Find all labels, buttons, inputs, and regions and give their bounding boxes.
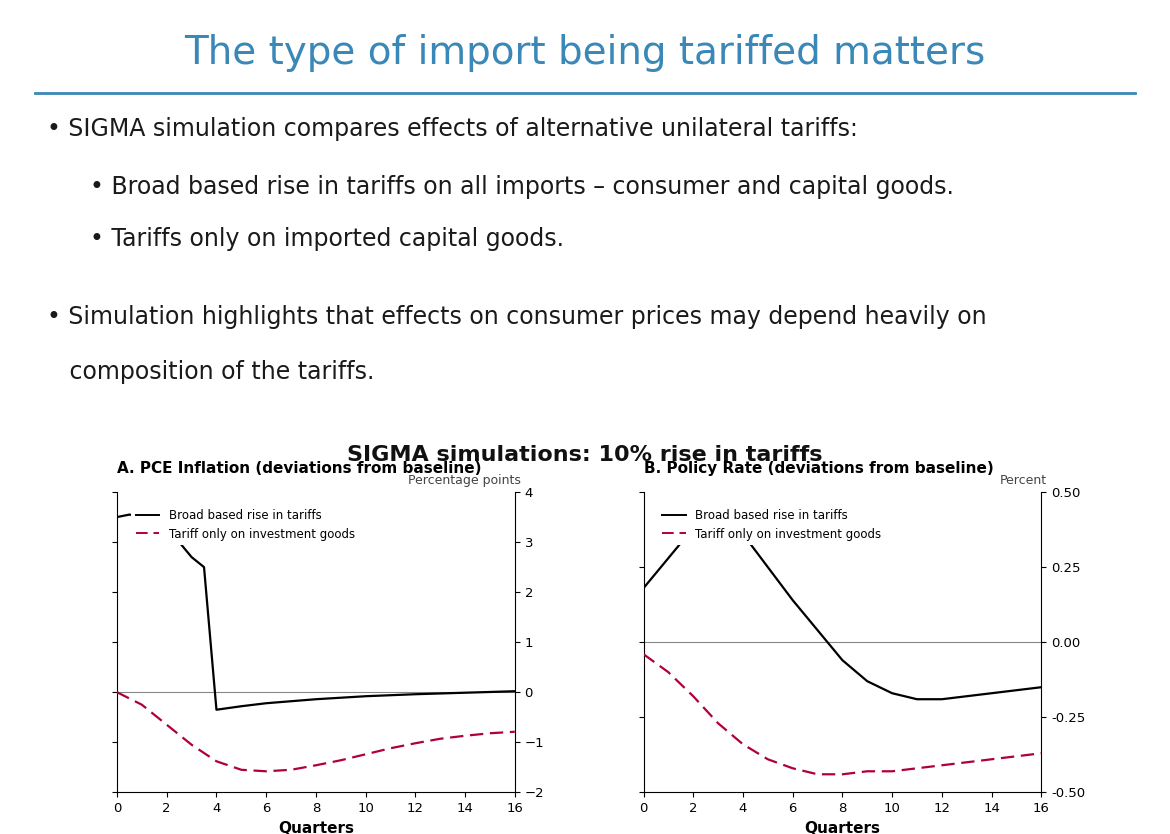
Text: Percent: Percent bbox=[1000, 474, 1047, 487]
Text: • SIGMA simulation compares effects of alternative unilateral tariffs:: • SIGMA simulation compares effects of a… bbox=[47, 118, 858, 141]
Legend: Broad based rise in tariffs, Tariff only on investment goods: Broad based rise in tariffs, Tariff only… bbox=[658, 504, 886, 545]
Text: • Tariffs only on imported capital goods.: • Tariffs only on imported capital goods… bbox=[90, 227, 564, 250]
Text: • Simulation highlights that effects on consumer prices may depend heavily on: • Simulation highlights that effects on … bbox=[47, 305, 986, 329]
X-axis label: Quarters: Quarters bbox=[278, 821, 353, 834]
Text: B. Policy Rate (deviations from baseline): B. Policy Rate (deviations from baseline… bbox=[644, 460, 993, 475]
Text: A. PCE Inflation (deviations from baseline): A. PCE Inflation (deviations from baseli… bbox=[117, 460, 482, 475]
X-axis label: Quarters: Quarters bbox=[805, 821, 880, 834]
Text: composition of the tariffs.: composition of the tariffs. bbox=[47, 360, 374, 384]
Text: The type of import being tariffed matters: The type of import being tariffed matter… bbox=[185, 34, 985, 72]
Text: Percentage points: Percentage points bbox=[408, 474, 521, 487]
Text: • Broad based rise in tariffs on all imports – consumer and capital goods.: • Broad based rise in tariffs on all imp… bbox=[90, 175, 954, 199]
Text: SIGMA simulations: 10% rise in tariffs: SIGMA simulations: 10% rise in tariffs bbox=[347, 445, 823, 465]
Legend: Broad based rise in tariffs, Tariff only on investment goods: Broad based rise in tariffs, Tariff only… bbox=[131, 504, 359, 545]
